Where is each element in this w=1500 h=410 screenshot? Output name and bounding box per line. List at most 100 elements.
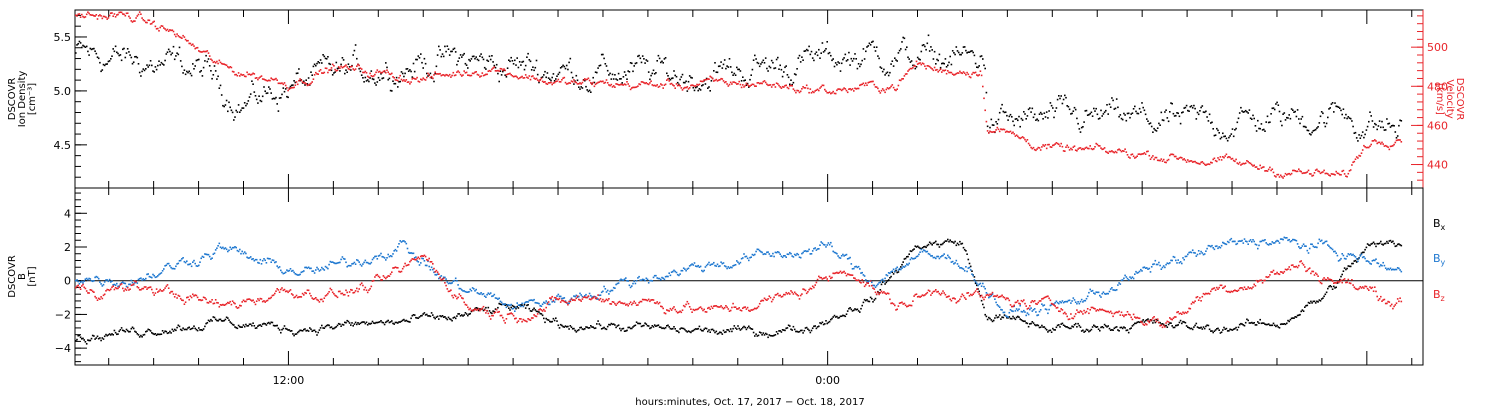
data-point xyxy=(295,81,298,83)
data-point xyxy=(251,73,253,76)
data-point xyxy=(1279,174,1282,177)
data-point xyxy=(784,329,786,332)
data-point xyxy=(380,71,382,74)
data-point xyxy=(1212,247,1214,249)
data-point xyxy=(1324,240,1327,243)
data-point xyxy=(1260,123,1263,125)
data-point xyxy=(1090,111,1093,114)
data-point xyxy=(83,339,85,341)
data-point xyxy=(462,290,464,292)
data-point xyxy=(520,304,522,306)
data-point xyxy=(405,68,408,70)
data-point xyxy=(708,78,710,80)
data-point xyxy=(801,252,803,255)
data-point xyxy=(1307,301,1310,304)
data-point xyxy=(1251,321,1253,324)
data-point xyxy=(1106,326,1108,328)
data-point xyxy=(1243,162,1246,165)
data-point xyxy=(306,267,309,269)
data-point xyxy=(723,59,726,61)
data-point xyxy=(1030,146,1032,149)
data-point xyxy=(401,240,404,242)
data-point xyxy=(1083,331,1085,333)
data-point xyxy=(463,314,465,316)
data-point xyxy=(957,265,960,267)
data-point xyxy=(867,81,869,84)
data-point xyxy=(219,61,222,64)
data-point xyxy=(1288,238,1290,241)
data-point xyxy=(1181,111,1183,114)
data-point xyxy=(276,265,278,267)
data-point xyxy=(1203,163,1206,166)
data-point xyxy=(948,61,950,64)
data-point xyxy=(851,60,854,62)
data-point xyxy=(1253,164,1255,167)
data-point xyxy=(1284,323,1287,326)
data-point xyxy=(374,73,376,76)
data-point xyxy=(1023,309,1025,312)
data-point xyxy=(1300,247,1302,249)
data-point xyxy=(477,292,480,295)
data-point xyxy=(710,76,713,79)
data-point xyxy=(172,293,175,295)
axis-title-line: DSCOVR xyxy=(7,255,18,298)
data-point xyxy=(575,294,578,297)
data-point xyxy=(721,67,724,69)
data-point xyxy=(1327,287,1329,290)
data-point xyxy=(243,251,246,253)
data-point xyxy=(1381,120,1383,123)
data-point xyxy=(457,284,459,286)
data-point xyxy=(1178,321,1181,324)
data-point xyxy=(1389,145,1392,148)
data-point xyxy=(444,75,446,77)
data-point xyxy=(405,319,408,322)
data-point xyxy=(1185,255,1188,258)
data-point xyxy=(697,84,699,86)
data-point xyxy=(1032,309,1035,311)
data-point xyxy=(1076,117,1078,120)
data-point xyxy=(903,37,906,40)
data-point xyxy=(1319,300,1322,302)
data-point xyxy=(195,294,198,297)
data-point xyxy=(446,318,449,321)
data-point xyxy=(1077,148,1079,150)
data-point xyxy=(550,298,552,301)
data-point xyxy=(363,81,365,83)
data-point xyxy=(660,83,662,85)
data-point xyxy=(1052,144,1054,147)
data-point xyxy=(1335,252,1337,254)
data-point xyxy=(720,61,722,63)
data-point xyxy=(586,326,588,329)
data-point xyxy=(420,255,422,258)
data-point xyxy=(734,327,737,329)
data-point xyxy=(1259,164,1261,167)
data-point xyxy=(798,54,801,57)
data-point xyxy=(491,295,493,298)
data-point xyxy=(120,282,123,284)
data-point xyxy=(1238,112,1241,114)
data-point xyxy=(1222,241,1224,244)
data-point xyxy=(420,262,422,264)
data-point xyxy=(865,50,867,53)
data-point xyxy=(288,290,291,292)
data-point xyxy=(740,328,743,330)
data-point xyxy=(160,290,163,292)
data-point xyxy=(1009,113,1012,116)
data-point xyxy=(517,304,520,306)
data-point xyxy=(896,88,898,90)
data-point xyxy=(658,277,661,280)
data-point xyxy=(819,87,821,89)
data-point xyxy=(971,50,973,52)
data-point xyxy=(340,258,342,261)
data-point xyxy=(1080,126,1083,129)
data-point xyxy=(1120,117,1123,120)
data-point xyxy=(750,328,752,330)
data-point xyxy=(411,76,414,78)
data-point xyxy=(95,52,98,55)
data-point xyxy=(547,319,550,321)
data-point xyxy=(497,69,499,72)
data-point xyxy=(778,330,780,332)
data-point xyxy=(1012,120,1014,123)
data-point xyxy=(411,78,414,80)
data-point xyxy=(1030,111,1032,113)
